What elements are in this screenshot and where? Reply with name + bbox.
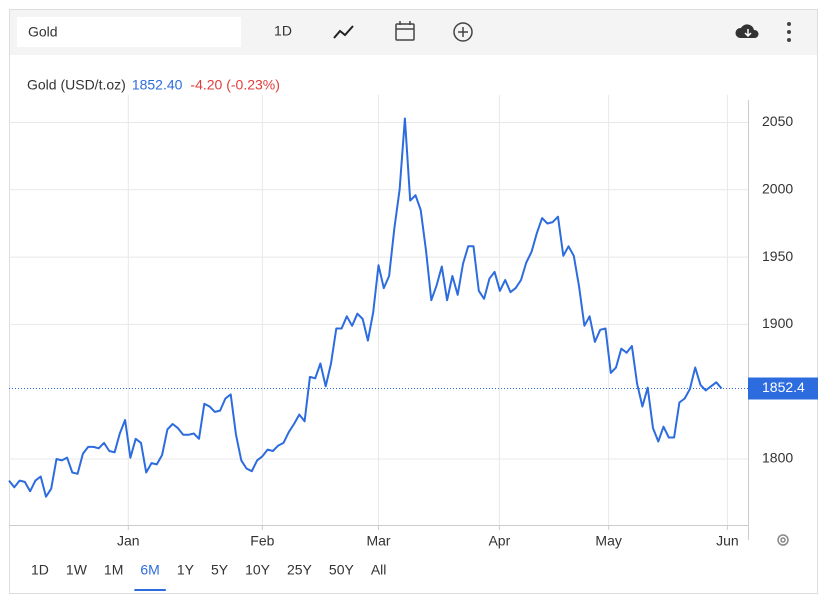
current-price-label: 1852.4 — [762, 379, 805, 395]
y-tick-label: 1800 — [762, 450, 793, 466]
download-icon[interactable] — [735, 24, 759, 38]
x-tick-label: Feb — [250, 533, 274, 549]
x-tick-label: Jan — [117, 533, 140, 549]
add-icon[interactable] — [453, 22, 473, 42]
price-line — [8, 117, 723, 498]
y-tick-label: 2000 — [762, 181, 793, 197]
price-change: -4.20 (-0.23%) — [190, 77, 279, 93]
download-arrow — [744, 29, 752, 38]
range-button[interactable]: 1W — [66, 562, 88, 578]
range-button[interactable]: All — [371, 562, 387, 578]
frame — [9, 9, 818, 594]
y-tick-label: 1950 — [762, 248, 793, 264]
x-tick-label: Mar — [366, 533, 390, 549]
last-price: 1852.40 — [132, 77, 183, 93]
range-button[interactable]: 50Y — [329, 562, 355, 578]
chart-title: Gold (USD/t.oz) — [27, 77, 126, 93]
active-underline — [134, 589, 166, 591]
search-text[interactable]: Gold — [28, 24, 58, 40]
y-tick-label: 2050 — [762, 113, 793, 129]
x-tick-label: Apr — [488, 533, 510, 549]
range-button[interactable]: 25Y — [287, 562, 313, 578]
current-price-box — [748, 377, 818, 400]
y-tick-label: 1900 — [762, 315, 793, 331]
range-button[interactable]: 1D — [31, 562, 49, 578]
settings-icon[interactable] — [777, 534, 789, 546]
menu-icon[interactable] — [787, 22, 791, 42]
x-tick-label: Jun — [716, 533, 739, 549]
range-button[interactable]: 5Y — [211, 562, 229, 578]
range-button[interactable]: 6M — [140, 562, 159, 578]
chart-type-icon[interactable] — [333, 25, 354, 39]
range-button[interactable]: 10Y — [245, 562, 271, 578]
x-tick-label: May — [595, 533, 621, 549]
search-box[interactable] — [17, 17, 241, 47]
range-button[interactable]: 1M — [104, 562, 123, 578]
interval-button[interactable]: 1D — [274, 23, 292, 39]
calendar-icon[interactable] — [395, 21, 415, 41]
range-button[interactable]: 1Y — [177, 562, 195, 578]
